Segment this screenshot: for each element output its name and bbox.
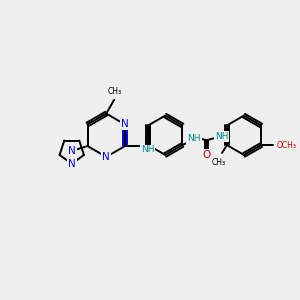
Text: N: N — [68, 159, 76, 169]
Text: NH: NH — [215, 132, 228, 141]
Text: NH: NH — [141, 146, 154, 154]
Text: N: N — [102, 152, 110, 162]
Text: OCH₃: OCH₃ — [277, 141, 297, 150]
Text: N: N — [68, 146, 76, 156]
Text: O: O — [203, 150, 211, 160]
Text: NH: NH — [188, 134, 201, 143]
Text: N: N — [121, 119, 129, 129]
Text: CH₃: CH₃ — [212, 158, 226, 167]
Text: CH₃: CH₃ — [108, 87, 122, 96]
